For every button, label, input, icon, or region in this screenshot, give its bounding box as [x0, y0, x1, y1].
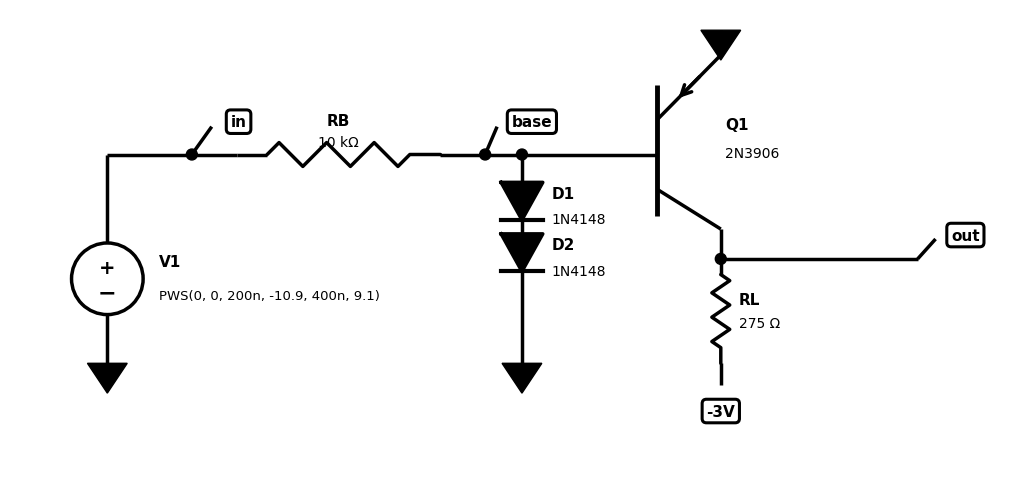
Text: −: −	[98, 283, 117, 303]
Circle shape	[479, 150, 490, 161]
Text: 275 Ω: 275 Ω	[738, 317, 780, 331]
Text: +: +	[99, 259, 116, 278]
Text: V1: V1	[159, 255, 181, 270]
Text: 10 kΩ: 10 kΩ	[318, 136, 358, 149]
Text: 2N3906: 2N3906	[725, 146, 779, 160]
Text: -3V: -3V	[707, 404, 735, 419]
Text: D1: D1	[552, 186, 574, 201]
Text: base: base	[512, 115, 552, 130]
Polygon shape	[501, 234, 543, 272]
Text: 1N4148: 1N4148	[552, 212, 606, 227]
Text: 1N4148: 1N4148	[552, 264, 606, 278]
Text: D2: D2	[552, 238, 575, 253]
Text: out: out	[951, 228, 980, 243]
Circle shape	[186, 150, 198, 161]
Text: Q1: Q1	[725, 118, 749, 133]
Text: PWS(0, 0, 200n, -10.9, 400n, 9.1): PWS(0, 0, 200n, -10.9, 400n, 9.1)	[159, 289, 380, 302]
Circle shape	[516, 150, 527, 161]
Polygon shape	[700, 31, 740, 61]
Text: RB: RB	[327, 114, 350, 129]
Text: RL: RL	[738, 292, 760, 307]
Circle shape	[716, 254, 726, 265]
Polygon shape	[501, 183, 543, 221]
Polygon shape	[87, 363, 127, 393]
Text: in: in	[230, 115, 247, 130]
Polygon shape	[502, 363, 542, 393]
